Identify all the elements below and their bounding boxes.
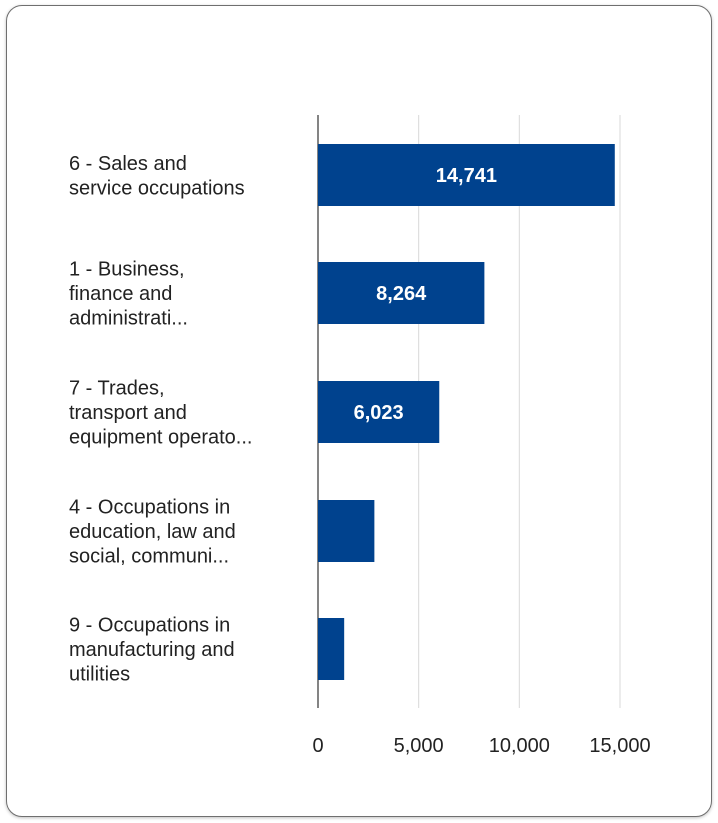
- x-axis-ticks: 0 5,000 10,000 15,000: [312, 735, 650, 757]
- data-label: 14,741: [436, 165, 497, 187]
- x-tick-label: 15,000: [589, 735, 650, 757]
- bar: [318, 500, 375, 562]
- category-label-line: transport and: [69, 402, 187, 424]
- data-label: 6,023: [354, 402, 404, 424]
- x-tick-label: 5,000: [394, 735, 444, 757]
- category-label-line: 4 - Occupations in: [69, 497, 230, 519]
- x-tick-label: 10,000: [489, 735, 550, 757]
- bar: [318, 262, 485, 324]
- bars: 14,741 8,264 6,023: [318, 144, 615, 680]
- category-label-line: education, law and: [69, 521, 236, 543]
- category-label: 1 - Business, finance and administrati...: [69, 259, 188, 330]
- bar: [318, 381, 440, 443]
- category-label: 7 - Trades, transport and equipment operat…: [69, 378, 252, 449]
- x-tick-label: 0: [312, 735, 323, 757]
- category-label: 9 - Occupations in manufacturing and utili…: [69, 615, 235, 686]
- category-label-line: social, communi...: [69, 546, 229, 568]
- category-label-line: service occupations: [69, 177, 245, 199]
- category-label-line: 1 - Business,: [69, 259, 185, 281]
- category-labels: 6 - Sales and service occupations 1 - Busi…: [69, 153, 252, 686]
- category-label: 6 - Sales and service occupations: [69, 153, 245, 200]
- category-label-line: equipment operato...: [69, 427, 252, 449]
- category-label-line: 9 - Occupations in: [69, 615, 230, 637]
- bar: [318, 618, 345, 680]
- category-label: 4 - Occupations in education, law and soci…: [69, 497, 236, 568]
- data-label: 8,264: [376, 283, 427, 305]
- bar: [318, 144, 615, 206]
- category-label-line: administrati...: [69, 308, 188, 330]
- category-label-line: 6 - Sales and: [69, 153, 187, 175]
- category-label-line: 7 - Trades,: [69, 378, 165, 400]
- category-label-line: manufacturing and: [69, 639, 235, 661]
- category-label-line: utilities: [69, 664, 130, 686]
- category-label-line: finance and: [69, 283, 172, 305]
